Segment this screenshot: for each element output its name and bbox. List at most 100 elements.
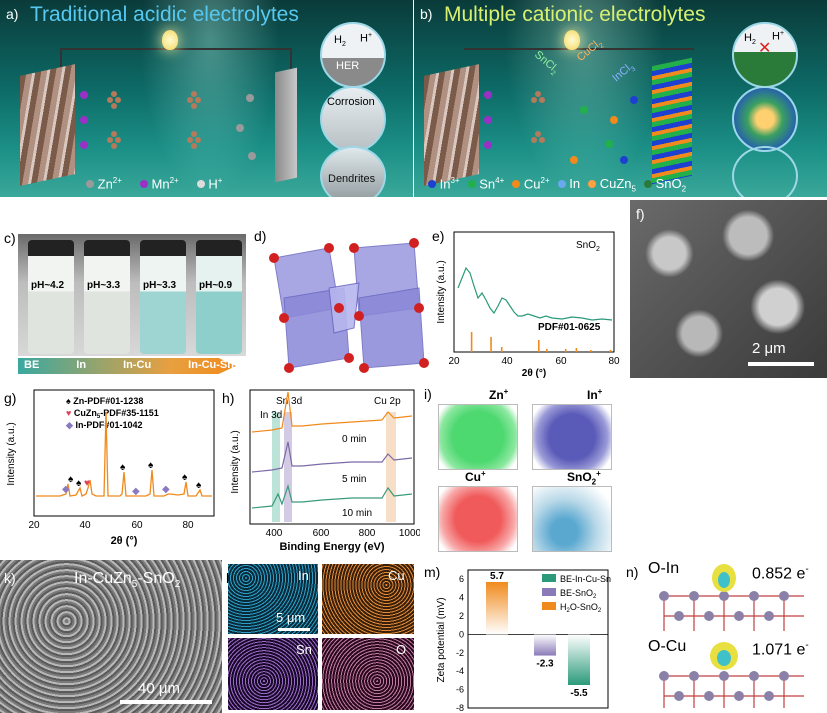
vial-2-label: pH~3.3 <box>143 280 177 291</box>
m-frame <box>467 569 609 709</box>
j-interface-line <box>630 456 827 458</box>
vial-3-label: pH~0.9 <box>199 280 233 291</box>
panel-b-letter: b) <box>420 6 433 22</box>
h-xtick-1: 600 <box>313 528 330 539</box>
n-row-0-value: 0.852 e- <box>752 564 809 583</box>
svg-text:♠: ♠ <box>76 478 82 489</box>
m-bar-label-0: 5.7 <box>490 571 504 582</box>
her-h2: H2 <box>334 34 346 49</box>
h-peak-cu2p: Cu 2p <box>374 396 401 407</box>
vial-3: pH~0.9 <box>196 240 242 354</box>
crystal-structure <box>269 238 429 373</box>
her-bubble: H2 H+ HER <box>320 22 386 88</box>
panel-n: n) O-In 0.852 e- O-Cu 1.071 e- <box>624 556 827 713</box>
e-xlabel: 2θ (°) <box>522 368 546 378</box>
ion-field-b <box>484 91 638 164</box>
bulb-icon <box>162 30 178 50</box>
panel-i-letter: i) <box>424 386 432 402</box>
bar-label-1: In <box>76 359 87 371</box>
her-label: HER <box>336 60 360 72</box>
svg-text:◆: ◆ <box>162 484 170 495</box>
m-ytick-0: 6 <box>459 574 464 584</box>
map-sn: Sn <box>228 638 318 710</box>
vial-1: pH~3.3 <box>84 240 130 354</box>
corrosion-bubble: Corrosion <box>320 86 386 152</box>
m-bar-2 <box>568 634 590 685</box>
h-peak-in3d: In 3d <box>260 410 282 421</box>
bar-label-3: In-Cu-Sn <box>188 359 234 371</box>
e-ref-bar-7 <box>590 350 592 352</box>
k-scale-label: 40 μm <box>138 680 180 697</box>
bubble-b-1-h2: H2 <box>744 32 756 47</box>
cathode-b <box>652 57 692 185</box>
panel-m: m) Zeta potential (mV) 6 4 2 0 -2 -4 -6 -8 5.7 -… <box>424 560 624 713</box>
panel-a-title: Traditional acidic electrolytes <box>30 3 299 26</box>
panel-b-title: Multiple cationic electrolytes <box>444 3 706 26</box>
svg-text:◆: ◆ <box>132 486 140 497</box>
map-o-label: O <box>396 642 407 657</box>
g-legend-1: ♥ CuZn5-PDF#35-1151 <box>66 408 159 420</box>
panel-j-letter: j) <box>636 392 644 408</box>
xrd-chart-e: Intensity (a.u.) SnO2 PDF#01-0625 20 40 … <box>436 231 620 378</box>
bar-label-2: In-Cu <box>123 359 152 371</box>
legend-b-item-1: Sn4+ <box>467 176 504 194</box>
legend-a: Zn2+ Mn2+ H+ <box>86 176 222 191</box>
gradient-arrow <box>18 358 236 374</box>
e-pdf-label: PDF#01-0625 <box>538 322 601 333</box>
g-curve <box>36 411 212 497</box>
m-bar-label-1: -2.3 <box>536 659 554 670</box>
bar-labels: BE In In-Cu In-Cu-Sn <box>24 359 234 371</box>
h-xtick-3: 1000 <box>399 528 420 539</box>
e-ref-bar-4 <box>546 349 548 352</box>
n-row-1-value: 1.071 e- <box>752 640 809 659</box>
g-xticks: 20 40 60 80 <box>28 520 194 531</box>
map-in: In 5 μm <box>228 564 318 634</box>
h-curve-2 <box>251 483 413 509</box>
m-bar-0 <box>486 581 508 635</box>
panel-m-letter: m) <box>424 564 441 580</box>
e-ref-bar-1 <box>490 337 492 352</box>
g-xlabel: 2θ (°) <box>111 535 138 547</box>
vial-2: pH~3.3 <box>140 240 186 354</box>
g-xtick-3: 80 <box>182 520 194 531</box>
svg-text:♠: ♠ <box>68 474 74 485</box>
svg-text:◆: ◆ <box>62 484 70 495</box>
lattice-top <box>659 564 804 631</box>
e-legend: SnO2 <box>576 240 600 253</box>
bubble-b-1: H2 H+ ✕ <box>732 22 798 88</box>
map-cu-label: Cu <box>388 568 405 583</box>
g-markers: ♠ ♠♠ ♠♠♠ ♥ ◆ ◆ ◆ <box>62 460 202 497</box>
m-ytick-1: 4 <box>459 593 464 603</box>
her-hplus: H+ <box>360 32 373 45</box>
panel-k: k) In-CuZn5-SnO2 40 μm <box>0 560 222 713</box>
m-ytick-3: 0 <box>459 629 464 639</box>
n-row-1-label: O-Cu <box>648 638 687 655</box>
bar-label-0: BE <box>24 359 40 371</box>
e-ref-bar-8 <box>609 350 612 352</box>
h-curve-0 <box>251 391 413 433</box>
m-ytick-2: 2 <box>459 611 464 621</box>
m-bar-1 <box>534 634 556 656</box>
h-curve-label-1: 5 min <box>342 474 366 485</box>
l-scale-label: 5 μm <box>276 610 306 625</box>
panel-n-letter: n) <box>626 564 639 580</box>
map-in-label: In <box>298 568 309 583</box>
cathode <box>275 67 297 183</box>
g-xtick-0: 20 <box>28 520 40 531</box>
h-band-cu2p <box>386 412 396 522</box>
k-scale-bar <box>120 700 212 704</box>
g-legend-0: ♠ Zn-PDF#01-1238 <box>66 396 143 406</box>
e-curve <box>457 266 613 321</box>
svg-text:♥: ♥ <box>84 478 90 489</box>
h-xtick-0: 400 <box>266 528 283 539</box>
g-xtick-2: 60 <box>131 520 143 531</box>
g-xtick-1: 40 <box>79 520 91 531</box>
panel-e: e) Intensity (a.u.) SnO2 PDF#01-0625 20 … <box>432 228 620 378</box>
panel-c: c) pH~4.2 pH~3.3 pH~3.3 pH~0.9 BE In In-… <box>0 200 250 378</box>
legend-a-item-0: Zn2+ <box>86 176 122 191</box>
dendrites-bubble: Dendrites <box>320 146 386 197</box>
m-bars: 5.7 -2.3 -5.5 <box>486 571 590 699</box>
g-ylabel: Intensity (a.u.) <box>6 422 17 485</box>
legend-b-item-3: In <box>557 176 580 194</box>
wire-right <box>290 48 292 78</box>
